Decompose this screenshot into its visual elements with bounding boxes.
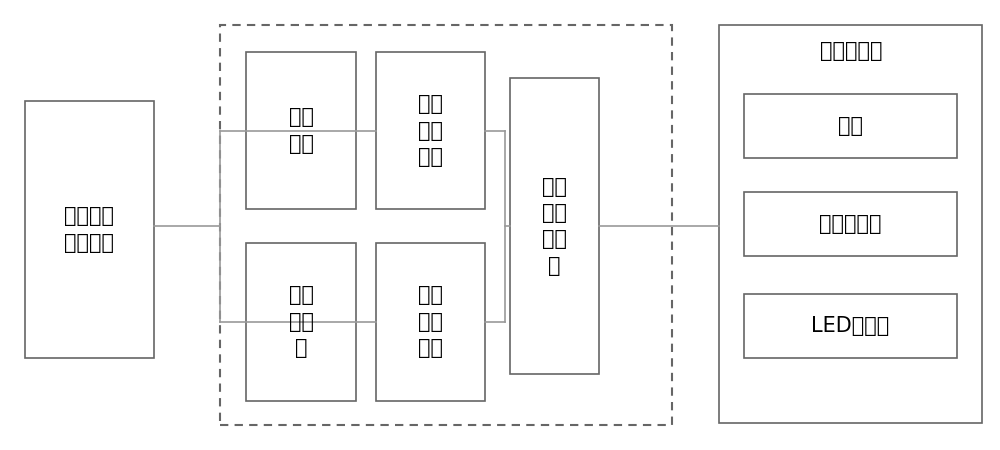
Text: 微带
电路: 微带 电路 — [289, 108, 314, 154]
Text: 前向
检波
电路: 前向 检波 电路 — [418, 94, 443, 167]
Text: 功率放大
器末级管: 功率放大 器末级管 — [64, 206, 114, 252]
Text: 按键: 按键 — [838, 116, 863, 136]
Text: LED显示屏: LED显示屏 — [811, 316, 890, 336]
Text: 单片机芯片: 单片机芯片 — [819, 214, 882, 234]
Text: 比较
运算
放大
器: 比较 运算 放大 器 — [542, 176, 567, 276]
Text: 单片机电路: 单片机电路 — [820, 40, 882, 61]
Text: 射频
隔离
器: 射频 隔离 器 — [289, 285, 314, 358]
Text: 反向
检波
电路: 反向 检波 电路 — [418, 285, 443, 358]
